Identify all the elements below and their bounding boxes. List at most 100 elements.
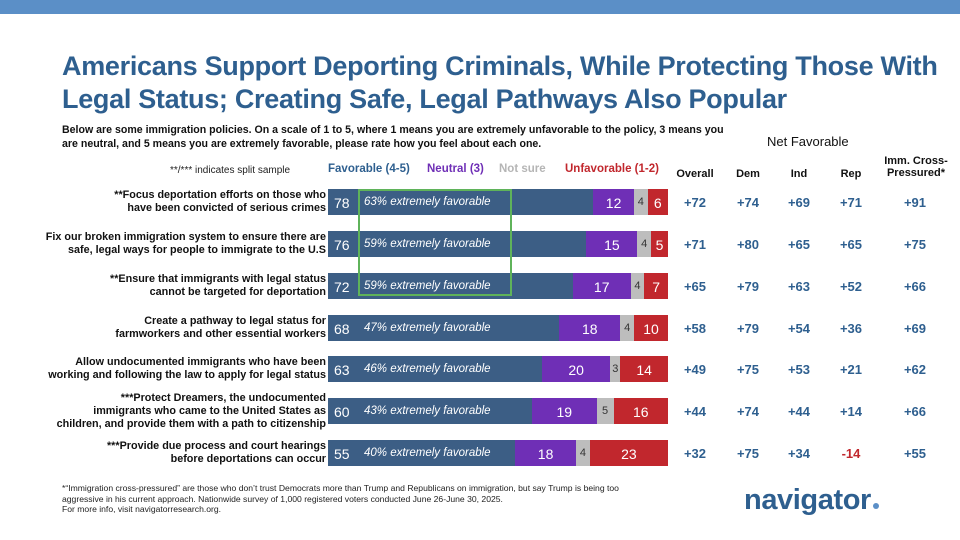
row-label: Fix our broken immigration system to ens…: [40, 231, 326, 257]
bar-not-sure: 3: [610, 356, 621, 382]
col-head-dem: Dem: [736, 168, 760, 180]
bar-favorable: 63 46% extremely favorable: [328, 356, 543, 382]
net-favorable-header: Net Favorable: [767, 134, 849, 149]
net-dem-value: +79: [736, 279, 760, 294]
net-rep-value: -14: [841, 446, 861, 461]
bar-neutral-value: 20: [568, 362, 584, 378]
bar-neutral: 18: [559, 315, 621, 341]
extremely-favorable-label: 63% extremely favorable: [364, 196, 491, 208]
footnote: *“Immigration cross-pressured” are those…: [62, 483, 662, 515]
row-label-line: Create a pathway to legal status for: [144, 315, 326, 327]
row-label: ***Provide due process and court hearing…: [40, 440, 326, 466]
net-ind-value: +65: [787, 237, 811, 252]
bar-favorable: 76 59% extremely favorable: [328, 231, 587, 257]
bar-unfavorable-value: 16: [633, 404, 649, 420]
bar-unfavorable-value: 14: [636, 362, 652, 378]
net-ind-value: +63: [787, 279, 811, 294]
footnote-line-2: aggressive in his current approach. Nati…: [62, 493, 503, 504]
row-label-line: children, and provide them with a path t…: [56, 417, 326, 430]
col-head-overall: Overall: [676, 168, 714, 180]
bar-favorable: 78 63% extremely favorable: [328, 189, 594, 215]
bar-neutral: 18: [515, 440, 577, 466]
bar-unfavorable: 7: [644, 273, 668, 299]
bar-unfavorable: 16: [613, 398, 668, 424]
extremely-favorable-label: 43% extremely favorable: [364, 405, 491, 417]
row-label-line: before deportations can occur: [170, 453, 326, 465]
row-label: **Focus deportation efforts on those who…: [40, 189, 326, 215]
bar-favorable-value: 63: [334, 362, 350, 378]
row-label-line: ***Protect Dreamers, the undocumented: [120, 391, 326, 404]
net-imm-value: +62: [903, 362, 927, 377]
row-label-line: ***Provide due process and court hearing…: [106, 440, 326, 452]
bar-not-sure-value: 3: [612, 363, 619, 375]
net-rep-value: +65: [839, 237, 863, 252]
bar-neutral-value: 18: [581, 321, 598, 337]
row-label-line: farmworkers and other essential workers: [115, 328, 326, 340]
col-head-ind: Ind: [790, 168, 808, 180]
net-ind-value: +34: [787, 446, 811, 461]
col-head-imm-line2: Pressured*: [886, 167, 946, 179]
bar-not-sure-value: 4: [624, 322, 631, 334]
bar-not-sure: 4: [634, 189, 648, 215]
row-label-line: **Ensure that immigrants with legal stat…: [110, 273, 326, 285]
extremely-favorable-label: 59% extremely favorable: [364, 280, 491, 292]
net-overall-value: +72: [683, 195, 707, 210]
row-label-line: have been convicted of serious crimes: [127, 202, 326, 214]
page-title: Americans Support Deporting Criminals, W…: [62, 51, 938, 114]
bar-not-sure-value: 4: [637, 196, 644, 208]
net-overall-value: +44: [683, 404, 707, 419]
legend-favorable: Favorable (4-5): [328, 163, 410, 175]
col-head-imm-cross-pressured: Imm. Cross- Pressured*: [874, 155, 958, 179]
extremely-favorable-highlight-box: [358, 189, 512, 296]
row-label: Allow undocumented immigrants who have b…: [40, 356, 326, 382]
bar-not-sure: 5: [596, 398, 614, 424]
net-overall-value: +32: [683, 446, 707, 461]
row-label: ***Protect Dreamers, the undocumented imm…: [40, 392, 326, 431]
extremely-favorable-label: 59% extremely favorable: [364, 238, 491, 250]
col-head-rep: Rep: [840, 168, 862, 180]
bar-unfavorable-value: 23: [621, 446, 637, 462]
net-imm-value: +66: [903, 404, 927, 419]
legend-neutral: Neutral (3): [427, 163, 484, 175]
bar-not-sure: 4: [637, 231, 651, 257]
extremely-favorable-label: 40% extremely favorable: [364, 447, 491, 459]
bar-neutral-value: 17: [593, 279, 610, 295]
bar-neutral-value: 15: [604, 237, 620, 253]
top-accent-bar: [0, 0, 960, 14]
net-rep-value: +36: [839, 321, 863, 336]
col-head-imm-line1: Imm. Cross-: [884, 155, 948, 167]
bar-neutral: 19: [532, 398, 597, 424]
bar-favorable-value: 60: [334, 404, 350, 420]
legend-not-sure: Not sure: [499, 163, 546, 175]
bar-not-sure-value: 5: [602, 405, 609, 417]
legend-unfavorable: Unfavorable (1-2): [565, 163, 659, 175]
bar-unfavorable: 10: [634, 315, 668, 341]
bar-neutral: 12: [593, 189, 634, 215]
bar-neutral-value: 12: [605, 195, 622, 211]
extremely-favorable-label: 46% extremely favorable: [364, 363, 491, 375]
split-sample-note: **/*** indicates split sample: [170, 165, 291, 176]
bar-favorable: 55 40% extremely favorable: [328, 440, 515, 466]
net-rep-value: +14: [839, 404, 863, 419]
row-label-line: safe, legal ways for people to immigrate…: [68, 244, 326, 256]
net-overall-value: +71: [683, 237, 707, 252]
net-imm-value: +69: [903, 321, 927, 336]
bar-favorable-value: 68: [334, 321, 350, 337]
net-dem-value: +74: [736, 195, 760, 210]
net-dem-value: +80: [736, 237, 760, 252]
row-label-line: Fix our broken immigration system to ens…: [45, 231, 326, 243]
row-label: **Ensure that immigrants with legal stat…: [40, 273, 326, 299]
bar-unfavorable-value: 6: [653, 195, 662, 211]
bar-not-sure: 4: [630, 273, 645, 299]
net-rep-value: +21: [839, 362, 863, 377]
row-label-line: **Focus deportation efforts on those who: [114, 189, 326, 201]
bar-not-sure-value: 4: [579, 447, 587, 459]
bar-favorable-value: 55: [334, 446, 350, 462]
row-label-line: working and following the law to apply f…: [48, 369, 326, 381]
bar-neutral-value: 19: [556, 404, 573, 420]
bar-not-sure: 4: [576, 440, 590, 466]
bar-favorable: 60 43% extremely favorable: [328, 398, 532, 424]
bar-not-sure-value: 4: [641, 238, 648, 250]
net-rep-value: +52: [839, 279, 863, 294]
net-imm-value: +75: [903, 237, 927, 252]
